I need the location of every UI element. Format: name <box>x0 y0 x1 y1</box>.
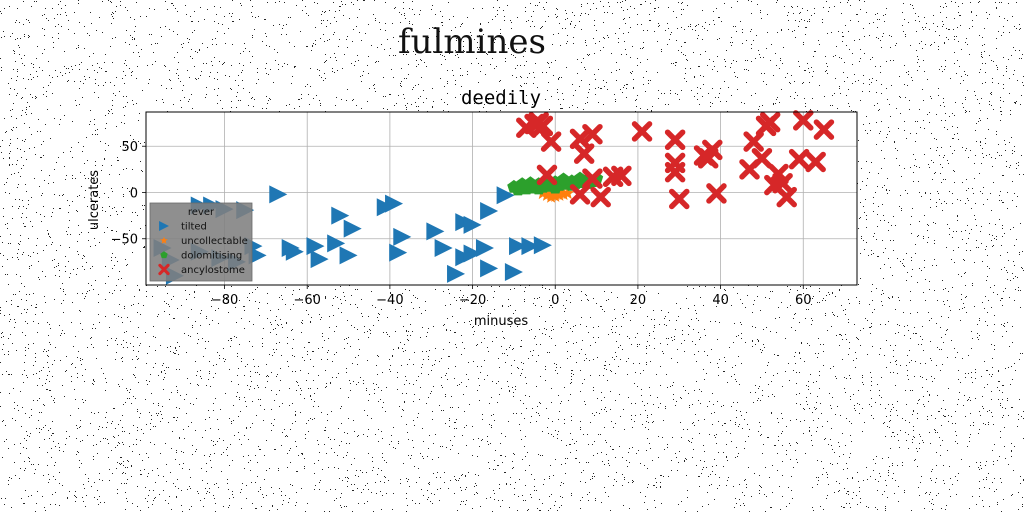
data-point-ancylostome <box>590 186 611 208</box>
data-point-tilted <box>463 244 482 263</box>
data-point-tilted <box>434 238 453 257</box>
legend-marker-ancylostome <box>158 263 170 276</box>
data-point-ancylostome <box>793 110 814 131</box>
x-tick-label: 0 <box>551 293 559 308</box>
x-tick-label: −20 <box>459 293 486 308</box>
figure-suptitle: fulmines <box>398 22 546 62</box>
data-point-tilted <box>269 185 288 204</box>
x-tick-label: −60 <box>293 293 320 308</box>
data-point-tilted <box>480 259 499 278</box>
x-tick-label: 20 <box>630 293 647 308</box>
data-point-tilted <box>463 215 482 234</box>
data-point-tilted <box>521 237 540 256</box>
data-point-ancylostome <box>759 111 781 133</box>
y-tick-label: 0 <box>130 186 138 201</box>
data-point-ancylostome <box>664 161 686 183</box>
legend-label-tilted: tilted <box>181 222 207 233</box>
data-point-ancylostome <box>532 115 554 137</box>
data-point-ancylostome <box>569 184 591 205</box>
legend: rever tilted uncollectable dolomitising anc… <box>149 202 253 282</box>
data-point-ancylostome <box>669 188 690 210</box>
x-axis-label: minuses <box>474 314 529 329</box>
data-point-ancylostome <box>776 186 797 208</box>
data-point-ancylostome <box>702 139 723 161</box>
data-point-tilted <box>509 237 528 256</box>
data-points <box>153 110 835 285</box>
axis-ticks: −80 −60 −40 −20 0 20 40 60 −50 0 50 <box>111 140 812 308</box>
plot-frame <box>145 111 858 286</box>
data-point-tilted <box>389 243 408 262</box>
data-point-tilted <box>327 234 346 253</box>
x-tick-label: 60 <box>795 293 812 308</box>
data-point-uncollectable <box>544 190 558 203</box>
legend-label-dolomitising: dolomitising <box>181 251 242 262</box>
data-point-tilted <box>480 201 499 220</box>
data-point-ancylostome <box>536 164 558 186</box>
data-point-uncollectable <box>561 186 575 200</box>
data-point-tilted <box>504 263 523 282</box>
legend-label-uncollectable: uncollectable <box>181 236 248 247</box>
data-point-ancylostome <box>664 129 686 151</box>
y-axis-label: ulcerates <box>87 170 102 230</box>
data-point-dolomitising <box>515 177 529 190</box>
data-point-tilted <box>475 238 494 257</box>
legend-marker-tilted <box>159 221 169 231</box>
data-point-tilted <box>343 219 362 238</box>
data-point-ancylostome <box>540 131 562 152</box>
data-point-ancylostome <box>631 121 653 142</box>
legend-marker-dolomitising <box>160 251 168 259</box>
data-point-ancylostome <box>743 131 764 152</box>
legend-marker-uncollectable <box>160 236 168 244</box>
data-point-uncollectable <box>556 187 571 200</box>
y-tick-label: −50 <box>111 233 138 248</box>
data-point-ancylostome <box>706 183 727 204</box>
data-point-tilted <box>426 222 445 241</box>
data-point-uncollectable <box>540 188 554 201</box>
y-tick-label: 50 <box>121 140 138 155</box>
data-point-ancylostome <box>582 123 603 145</box>
data-point-tilted <box>496 186 515 205</box>
data-point-tilted <box>248 246 267 265</box>
series-ancylostome <box>516 110 835 210</box>
data-point-dolomitising <box>532 181 546 195</box>
data-point-ancylostome <box>805 151 826 173</box>
data-point-dolomitising <box>548 180 562 194</box>
data-point-tilted <box>447 264 466 283</box>
x-tick-label: −80 <box>211 293 238 308</box>
data-point-tilted <box>533 236 552 255</box>
data-point-ancylostome <box>573 143 595 164</box>
data-point-tilted <box>339 246 358 265</box>
x-tick-label: 40 <box>712 293 729 308</box>
data-point-tilted <box>310 250 329 269</box>
data-point-ancylostome <box>813 119 835 140</box>
data-point-tilted <box>376 198 395 217</box>
data-point-ancylostome <box>788 148 810 170</box>
legend-label-ancylostome: ancylostome <box>181 265 245 276</box>
data-point-tilted <box>331 206 350 225</box>
data-point-tilted <box>393 227 412 246</box>
data-point-tilted <box>285 242 304 261</box>
x-tick-label: −40 <box>376 293 403 308</box>
data-point-ancylostome <box>739 159 760 180</box>
chart-title: deedily <box>461 87 541 109</box>
data-point-ancylostome <box>611 165 632 187</box>
legend-title: rever <box>188 207 215 218</box>
data-point-ancylostome <box>582 168 603 189</box>
